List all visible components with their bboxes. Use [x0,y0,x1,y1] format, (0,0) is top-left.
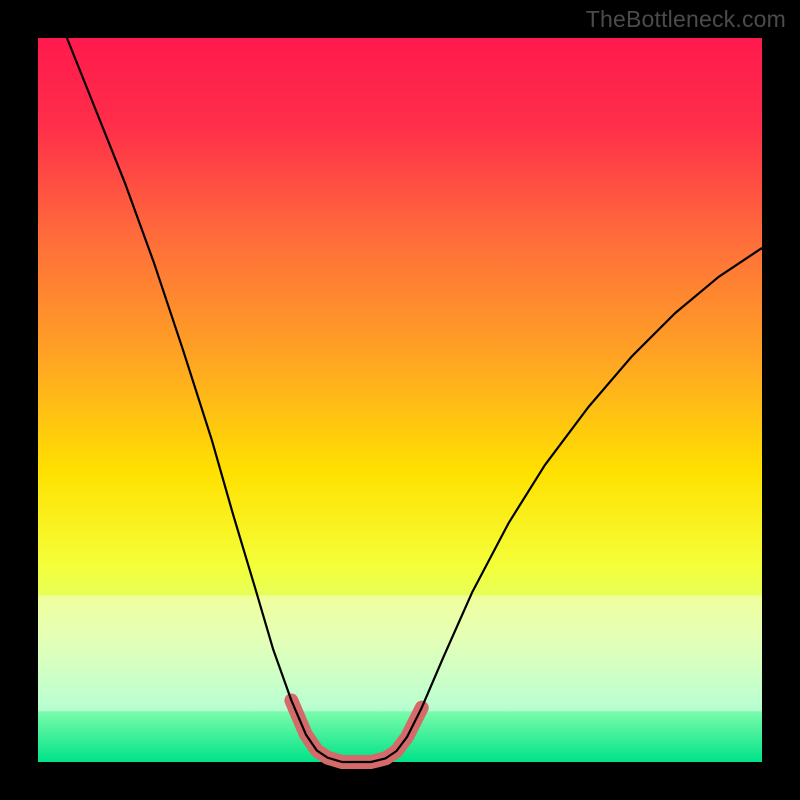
pale-horizontal-band [38,595,762,711]
chart-canvas: TheBottleneck.com [0,0,800,800]
watermark-text: TheBottleneck.com [586,6,786,33]
plot-svg [0,0,800,800]
